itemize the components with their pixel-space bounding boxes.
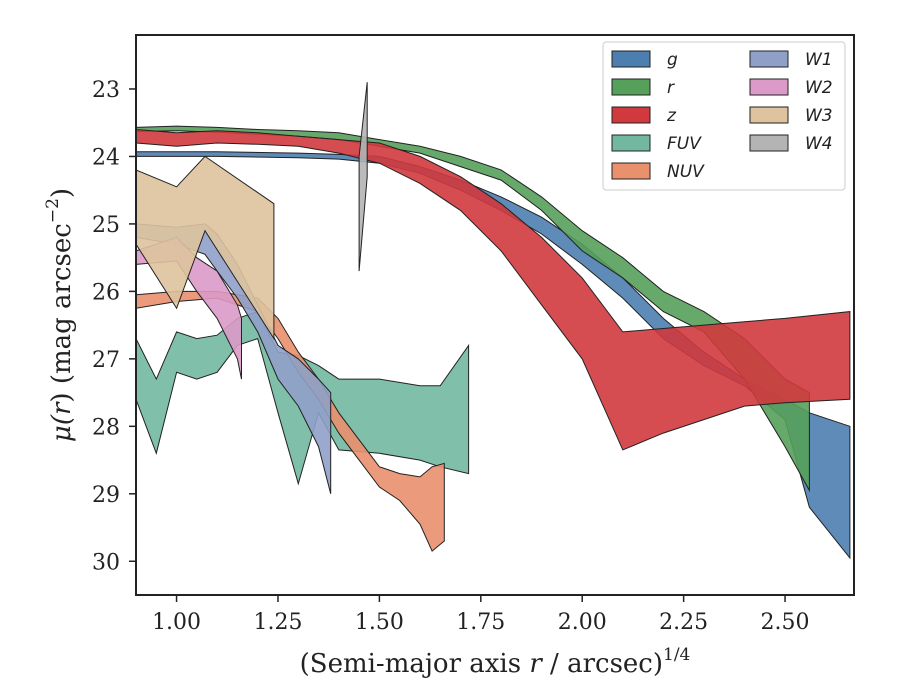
x-tick-label: 1.00 xyxy=(152,610,201,635)
x-tick-label: 1.25 xyxy=(253,610,302,635)
y-tick-label: 28 xyxy=(92,415,120,440)
x-tick-label: 2.25 xyxy=(659,610,708,635)
legend-label-fuv: FUV xyxy=(667,134,702,154)
legend-label-w3: W3 xyxy=(805,106,833,126)
x-tick-label: 2.00 xyxy=(558,610,607,635)
x-tick-label: 1.50 xyxy=(355,610,404,635)
legend-swatch-r xyxy=(611,78,651,96)
legend-label-g: g xyxy=(667,50,678,70)
legend-swatch-w1 xyxy=(749,50,789,68)
legend-label-nuv: NUV xyxy=(667,162,705,182)
y-tick-label: 25 xyxy=(92,213,120,238)
legend-swatch-g xyxy=(611,50,651,68)
legend-swatch-w2 xyxy=(749,78,789,96)
series-bands xyxy=(136,82,851,560)
y-tick-label: 26 xyxy=(92,280,120,305)
legend-label-r: r xyxy=(667,78,675,98)
legend-swatch-w4 xyxy=(749,134,789,152)
plot-frame xyxy=(135,34,855,596)
legend-label-w2: W2 xyxy=(805,78,833,98)
x-tick-label: 2.50 xyxy=(761,610,810,635)
legend-swatch-fuv xyxy=(611,134,651,152)
legend-swatch-nuv xyxy=(611,162,651,180)
y-axis-label: μ(r) (mag arcsec−2) xyxy=(43,188,77,442)
x-axis-ticks: 1.00 1.25 1.50 1.75 2.00 2.25 2.50 xyxy=(152,595,810,635)
x-tick-label: 1.75 xyxy=(456,610,505,635)
y-tick-label: 23 xyxy=(92,78,120,103)
legend-swatch-z xyxy=(611,106,651,124)
legend-label-w1: W1 xyxy=(805,50,833,70)
y-tick-label: 27 xyxy=(92,348,120,373)
legend-label-z: z xyxy=(666,106,677,126)
band-w4 xyxy=(358,82,368,272)
band-z xyxy=(136,128,851,451)
y-tick-label: 24 xyxy=(92,145,120,170)
band-w3 xyxy=(136,155,275,341)
legend-swatch-w3 xyxy=(749,106,789,124)
x-axis-label: (Semi-major axis r / arcsec)1/4 xyxy=(300,645,691,679)
y-tick-label: 30 xyxy=(92,550,120,575)
y-axis-ticks: 23 24 25 26 27 28 29 30 xyxy=(92,78,136,575)
y-tick-label: 29 xyxy=(92,483,120,508)
legend: grz FUV NUV W1 W2 W3 W4 xyxy=(602,41,846,191)
legend-label-w4: W4 xyxy=(805,134,833,154)
